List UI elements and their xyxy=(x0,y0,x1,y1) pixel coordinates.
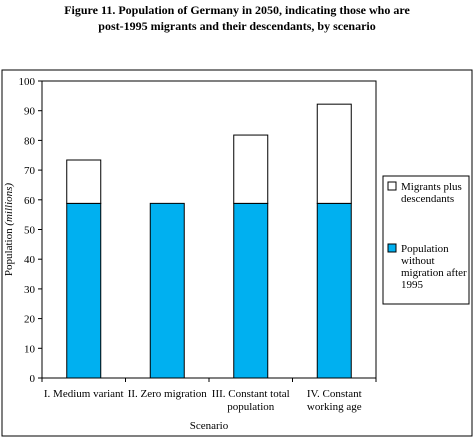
bar-migrants-plus-descendants-4 xyxy=(316,103,352,204)
legend-label-line: without xyxy=(401,255,435,267)
x-tick-label-line: II. Zero migration xyxy=(128,388,208,400)
x-tick-label-line: working age xyxy=(307,401,362,413)
y-tick-label: 100 xyxy=(19,76,36,88)
chart-frame xyxy=(1,69,473,437)
bar-population-without-migration-1 xyxy=(66,202,102,379)
legend-swatch xyxy=(387,181,397,191)
plot-area: 0 10 20 30 40 50 60 70 80 90 100 Population (millio… xyxy=(3,76,377,432)
x-tick-label: II. Zero migration xyxy=(128,388,208,400)
bar-migrants-plus-descendants-1 xyxy=(66,159,102,204)
legend-label-line: Migrants plus xyxy=(401,181,462,193)
y-tick-label: 40 xyxy=(24,254,36,266)
y-tick-label: 30 xyxy=(24,284,36,296)
y-tick-label: 20 xyxy=(24,314,36,326)
x-tick-label: I. Medium variant xyxy=(44,388,124,400)
y-tick-label: 80 xyxy=(24,135,36,147)
bar-population-without-migration-2 xyxy=(149,202,185,379)
x-tick-label-line: IV. Constant xyxy=(307,388,362,400)
y-tick-label: 10 xyxy=(24,343,36,355)
legend-label: Population without migration after 1995 xyxy=(401,243,467,291)
legend-label-line: Population xyxy=(401,243,449,255)
legend-label: Migrants plus descendants xyxy=(401,181,462,205)
y-tick-label: 60 xyxy=(24,195,36,207)
legend-label-line: migration after xyxy=(401,267,467,279)
bar-population-without-migration-4 xyxy=(316,202,352,379)
chart-title-line-1: Figure 11. Population of Germany in 2050… xyxy=(64,3,410,17)
x-tick-label: IV. Constant working age xyxy=(307,388,362,413)
x-tick-label-line: III. Constant total xyxy=(212,388,290,400)
y-axis-label-unit: (millions) xyxy=(3,183,15,226)
x-tick-label-line: I. Medium variant xyxy=(44,388,124,400)
chart-title: Figure 11. Population of Germany in 2050… xyxy=(0,2,474,34)
y-tick-label: 70 xyxy=(24,165,36,177)
y-axis-label: Population (millions) xyxy=(3,183,15,277)
x-tick-label-line: population xyxy=(227,401,275,413)
y-tick-label: 50 xyxy=(24,225,36,237)
y-tick-label: 0 xyxy=(30,373,36,385)
x-axis-label: Scenario xyxy=(190,420,229,432)
chart-title-line-2: post-1995 migrants and their descendants… xyxy=(98,19,376,33)
bar-migrants-plus-descendants-3 xyxy=(233,134,269,204)
y-tick-label: 90 xyxy=(24,106,36,118)
bar-population-without-migration-3 xyxy=(233,202,269,379)
legend-box xyxy=(382,175,470,305)
legend-swatch xyxy=(387,243,397,253)
y-axis-label-text: Population xyxy=(3,226,15,276)
x-tick-label: III. Constant total population xyxy=(212,388,290,413)
legend-label-line: 1995 xyxy=(401,279,424,291)
legend: Migrants plus descendants Population withou… xyxy=(382,175,470,305)
legend-label-line: descendants xyxy=(401,193,454,205)
